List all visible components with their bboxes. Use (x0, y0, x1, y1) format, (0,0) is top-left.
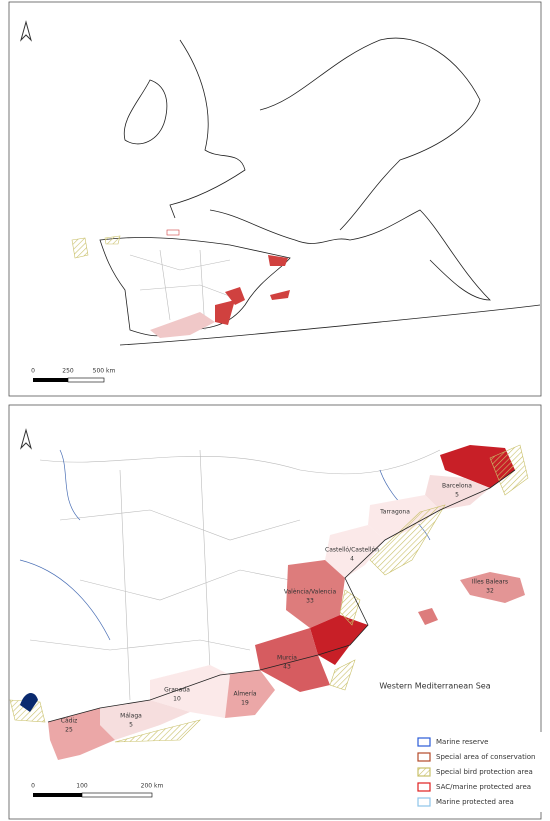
region-count: 5 (455, 492, 459, 499)
region-shape (286, 560, 345, 628)
legend-swatch (417, 767, 431, 777)
region-name: Málaga (120, 713, 142, 720)
legend-label: Special bird protection area (436, 768, 533, 776)
region-count: 33 (306, 598, 314, 605)
region-name: Barcelona (442, 483, 472, 490)
legend-label: Special area of conservation (436, 753, 536, 761)
legend-items: Marine reserve Special area of conservati… (417, 737, 536, 807)
scale-label: 500 km (93, 368, 116, 375)
region-name: Illes Balears (472, 579, 508, 586)
region-name: València/Valencia (284, 589, 337, 596)
region-shape (460, 572, 525, 603)
region-name: Almería (233, 691, 256, 698)
region-name: Cádiz (61, 718, 78, 725)
scale-label: 0 (31, 368, 35, 375)
legend-label: Marine protected area (436, 798, 514, 806)
legend-label: SAC/marine protected area (436, 783, 531, 791)
scale-label: 0 (31, 783, 35, 790)
region-name: Tarragona (379, 509, 410, 516)
scale-label: 200 km (141, 783, 164, 790)
region-name: Granada (164, 687, 190, 694)
region-count: 43 (283, 664, 291, 671)
region-shape (325, 525, 385, 578)
legend-label: Marine reserve (436, 738, 488, 746)
scale-label: 250 (62, 368, 74, 375)
region-shape (220, 670, 275, 718)
legend (412, 732, 543, 812)
region-shape (255, 628, 330, 692)
overview-map: 0 250 500 km (8, 1, 542, 397)
region-shape (100, 700, 190, 740)
scale-label: 100 (76, 783, 88, 790)
sea-label: Western Mediterranean Sea (379, 682, 490, 691)
region-count: 25 (65, 727, 73, 734)
legend-swatch (417, 797, 431, 807)
region-shape (425, 475, 490, 510)
region-shape (48, 708, 115, 760)
legend-swatch (417, 752, 431, 762)
region-name: Castelló/Castellón (325, 547, 379, 554)
region-shape (368, 495, 440, 540)
region-count: 4 (350, 556, 354, 563)
region-count: 10 (173, 696, 181, 703)
region-labels: Barcelona 5 Tarragona Castelló/Castellón 4 Va… (61, 483, 508, 734)
legend-swatch (417, 737, 431, 747)
region-name: Murcia (277, 655, 297, 662)
region-shape (310, 615, 368, 665)
region-count: 32 (486, 588, 494, 595)
region-count: 19 (241, 700, 249, 707)
detail-map: Western Mediterranean Sea Barcelona 5 Tarr… (8, 404, 543, 820)
legend-swatch (417, 782, 431, 792)
region-count: 5 (129, 722, 133, 729)
